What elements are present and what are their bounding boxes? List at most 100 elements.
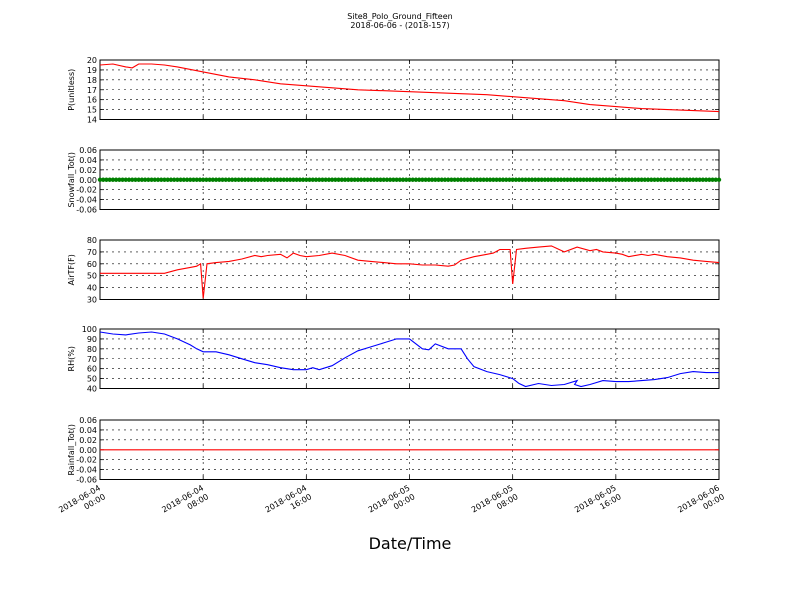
data-point — [465, 177, 470, 182]
y-tick-label: 100 — [82, 325, 97, 334]
data-point — [242, 177, 248, 182]
x-tick-label: 2018-06-0600:00 — [676, 483, 726, 523]
plot-frame — [99, 59, 720, 120]
data-point — [355, 177, 361, 182]
data-point — [155, 177, 161, 182]
data-point — [229, 177, 235, 182]
y-tick-label: 0.00 — [79, 176, 97, 185]
y-tick-label: 70 — [87, 248, 97, 257]
y-tick-label: 0.06 — [79, 146, 97, 155]
data-point — [207, 177, 212, 182]
data-point — [410, 177, 415, 182]
data-point — [139, 177, 145, 182]
data-point — [159, 177, 164, 182]
y-tick-label: 50 — [87, 375, 97, 384]
data-point — [516, 177, 522, 182]
y-tick-label: 90 — [87, 335, 97, 344]
data-point — [362, 177, 367, 182]
data-point — [107, 177, 112, 182]
data-point — [194, 177, 199, 182]
data-point — [371, 177, 377, 182]
data-point — [594, 177, 599, 182]
data-point — [529, 177, 535, 182]
data-point — [236, 177, 241, 182]
data-point — [475, 177, 480, 182]
data-point — [378, 177, 383, 182]
y-tick-label: 15 — [87, 106, 97, 115]
data-point — [294, 177, 299, 182]
data-point — [175, 177, 180, 182]
data-point — [97, 177, 103, 182]
data-point — [632, 177, 638, 182]
data-point — [130, 177, 135, 182]
data-point — [542, 177, 548, 182]
y-tick-label: 40 — [87, 385, 97, 394]
y-axis-label: Snowfall_Tot() — [67, 152, 76, 208]
data-point — [591, 177, 596, 182]
data-point — [478, 177, 483, 182]
x-tick-label: 2018-06-0516:00 — [573, 483, 623, 523]
data-point — [381, 177, 386, 182]
data-point — [568, 177, 573, 182]
y-tick-label: 0.04 — [79, 156, 97, 165]
data-point — [394, 177, 399, 182]
data-point — [423, 177, 428, 182]
data-point — [600, 177, 606, 182]
data-point — [562, 177, 567, 182]
data-point — [165, 177, 170, 182]
data-point — [184, 177, 190, 182]
data-point — [452, 177, 457, 182]
data-point — [658, 177, 664, 182]
y-axis-label: P(unitless) — [67, 69, 76, 111]
y-tick-label: -0.04 — [76, 466, 97, 475]
data-point — [252, 177, 257, 182]
data-point — [458, 177, 464, 182]
data-point — [481, 177, 486, 182]
data-point — [181, 177, 187, 182]
data-point — [484, 177, 490, 182]
data-point — [678, 177, 683, 182]
data-point — [536, 177, 541, 182]
data-point — [552, 177, 557, 182]
data-point — [220, 177, 225, 182]
data-point — [200, 177, 206, 182]
data-point — [491, 177, 496, 182]
data-point — [407, 177, 412, 182]
series-line — [100, 245, 720, 299]
data-point — [413, 177, 419, 182]
data-point — [520, 177, 525, 182]
data-point — [416, 177, 422, 182]
data-point — [271, 177, 277, 182]
y-tick-label: -0.02 — [76, 456, 97, 465]
data-point — [555, 177, 561, 182]
data-point — [607, 177, 612, 182]
data-point — [439, 177, 444, 182]
data-point — [310, 177, 315, 182]
data-point — [204, 177, 209, 182]
figure-title: Site8_Polo_Ground_Fifteen — [347, 12, 453, 21]
data-point — [404, 177, 409, 182]
data-point — [346, 177, 351, 182]
data-point — [500, 177, 506, 182]
data-point — [629, 177, 635, 182]
data-point — [649, 177, 654, 182]
data-point — [626, 177, 631, 182]
data-point — [368, 177, 374, 182]
subplot-3: 30 40 50 60 70 80 AirTF(F) — [67, 236, 720, 305]
y-tick-label: -0.04 — [76, 196, 97, 205]
data-point — [523, 177, 528, 182]
data-point — [603, 177, 609, 182]
data-point — [710, 177, 715, 182]
data-point — [233, 177, 238, 182]
data-point — [249, 177, 254, 182]
data-point — [255, 177, 261, 182]
data-point — [142, 177, 148, 182]
data-point — [642, 177, 648, 182]
data-point — [668, 177, 673, 182]
x-tick-label: 2018-06-0508:00 — [470, 483, 520, 523]
data-point — [149, 177, 154, 182]
data-point — [639, 177, 644, 182]
data-point — [239, 177, 245, 182]
data-point — [687, 177, 693, 182]
